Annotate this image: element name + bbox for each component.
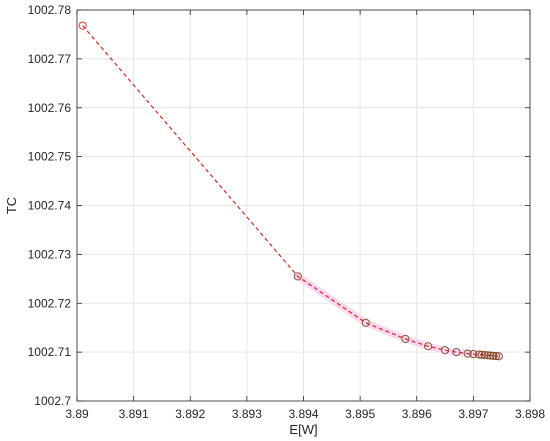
data-point — [78, 21, 87, 30]
x-axis-label: E[W] — [289, 422, 317, 437]
y-tick-label: 1002.72 — [28, 296, 72, 310]
x-tick-label: 3.893 — [232, 407, 262, 421]
grid — [76, 9, 531, 402]
y-tick-label: 1002.71 — [28, 345, 72, 359]
y-tick-label: 1002.78 — [28, 3, 72, 17]
x-tick-label: 3.895 — [345, 407, 375, 421]
y-tick-label: 1002.73 — [28, 247, 72, 261]
y-tick-label: 1002.7 — [34, 394, 71, 408]
data-point — [401, 334, 410, 343]
data-point — [477, 350, 486, 359]
series-markers — [78, 21, 503, 361]
y-tick-label: 1002.76 — [28, 101, 72, 115]
x-tick-label: 3.892 — [175, 407, 205, 421]
data-point — [469, 350, 478, 359]
x-tick-label: 3.897 — [458, 407, 488, 421]
data-point — [424, 342, 433, 351]
y-tick-label: 1002.75 — [28, 150, 72, 164]
x-tick-label: 3.891 — [119, 407, 149, 421]
data-point — [293, 272, 302, 281]
data-point — [452, 348, 461, 357]
y-tick-label: 1002.77 — [28, 52, 72, 66]
y-axis-label: TC — [4, 197, 19, 214]
x-tick-label: 3.89 — [65, 407, 89, 421]
data-point — [491, 351, 501, 361]
x-tick-label: 3.896 — [402, 407, 432, 421]
x-tick-label: 3.898 — [515, 407, 545, 421]
data-point — [494, 352, 503, 361]
x-tick-label: 3.894 — [288, 407, 318, 421]
data-point — [441, 346, 450, 355]
data-point — [474, 350, 484, 359]
data-point — [483, 351, 492, 360]
data-point — [486, 351, 495, 360]
ticks: 3.89 3.891 3.892 3.893 3.894 3.895 3.896 3.897 3… — [28, 3, 546, 421]
highlight-trail — [294, 272, 503, 360]
series-line — [82, 25, 499, 357]
y-tick-label: 1002.74 — [28, 199, 72, 213]
highlight-band — [294, 272, 503, 360]
data-point — [480, 351, 489, 360]
data-point — [463, 349, 472, 358]
data-point — [361, 318, 370, 327]
data-point — [489, 351, 498, 360]
